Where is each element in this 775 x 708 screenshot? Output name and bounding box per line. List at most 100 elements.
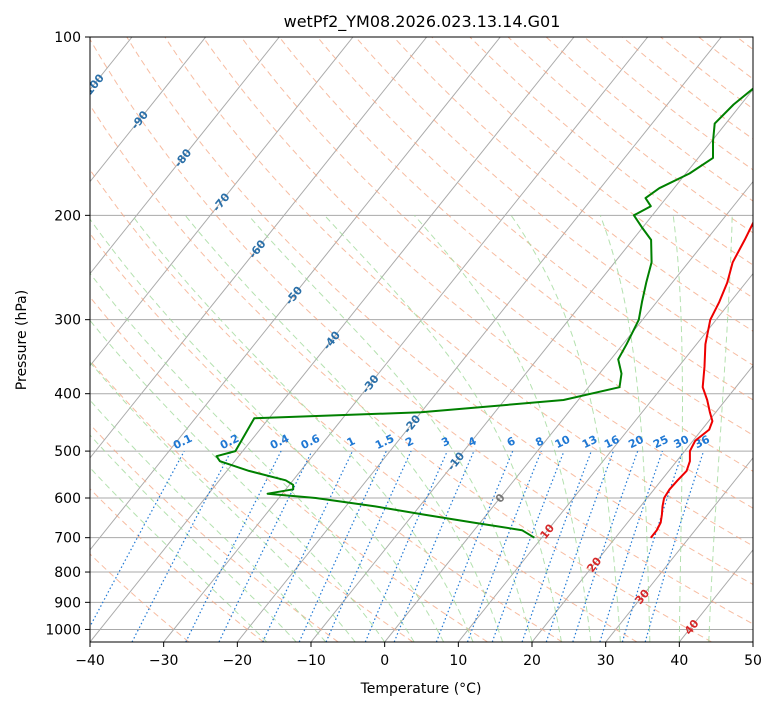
mixing-ratio-line <box>364 450 448 642</box>
mixing-ratio-label: 1.5 <box>373 432 396 452</box>
x-tick-label: −40 <box>75 653 105 669</box>
isotherm-line <box>752 641 753 642</box>
moist-adiabat-line <box>672 215 683 642</box>
temperature-profile-line <box>650 220 753 539</box>
isotherm-line <box>90 37 428 459</box>
mixing-ratio-labels: 0.1 0.2 0.4 0.6 1 1.5 2 3 4 6 8 10 13 16 20 25 30 36 <box>171 432 712 452</box>
mixing-ratio-line <box>545 450 614 642</box>
mixing-ratio-line <box>435 450 514 642</box>
moist-adiabat-line <box>510 215 621 642</box>
x-tick-label: 10 <box>449 653 467 669</box>
x-tick-label: 40 <box>670 653 688 669</box>
moist-adiabat-line <box>413 214 592 642</box>
mixing-ratio-line <box>621 450 684 642</box>
mixing-ratio-label: 1 <box>345 434 358 449</box>
dry-adiabat-line <box>507 37 753 234</box>
mixing-ratio-label: 16 <box>602 433 622 452</box>
mixing-ratio-label: 3 <box>439 434 452 449</box>
isotherm-line <box>163 37 649 642</box>
moist-adiabat-line <box>599 215 651 642</box>
isotherm-line <box>605 457 753 642</box>
isotherm-line <box>236 37 722 642</box>
moist-adiabat-line <box>324 214 562 642</box>
profiles <box>215 87 753 539</box>
mixing-ratio-line <box>325 450 412 642</box>
x-tick-label: 50 <box>744 653 762 669</box>
dry-adiabat-line <box>202 37 753 509</box>
mixing-ratio-label: 2 <box>403 434 416 449</box>
dry-adiabat-line <box>317 37 753 401</box>
mixing-ratio-line <box>644 450 705 642</box>
isotherm-label: -30 <box>359 372 382 396</box>
y-tick-label: 600 <box>54 491 81 507</box>
y-tick-label: 700 <box>54 531 81 547</box>
moist-adiabat-line <box>90 361 356 642</box>
x-tick-label: 30 <box>597 653 615 669</box>
y-axis-label: Pressure (hPa) <box>14 290 30 390</box>
mixing-ratio-line <box>521 450 592 642</box>
y-tick-label: 500 <box>54 444 81 460</box>
mixing-ratio-line <box>491 450 565 642</box>
dry-adiabat-line <box>393 37 753 332</box>
isotherm-line <box>531 364 753 642</box>
mixing-ratio-label: 0.1 <box>171 432 194 452</box>
isotherm-label: -90 <box>128 108 151 132</box>
dry-adiabat-line <box>469 37 753 266</box>
moist-adiabat-line <box>90 319 386 642</box>
mixing-ratio-label: 0.4 <box>268 432 292 452</box>
isotherm-line <box>678 549 753 642</box>
mixing-ratio-line <box>466 450 542 642</box>
mixing-ratio-line <box>393 450 475 642</box>
dry-adiabat-line <box>545 37 753 202</box>
mixing-ratio-label: 10 <box>553 433 573 452</box>
moist-adiabat-line <box>90 399 327 642</box>
mixing-ratio-line <box>298 450 387 642</box>
x-axis-label: Temperature (°C) <box>360 681 482 697</box>
x-tick-label: −10 <box>296 653 326 669</box>
isotherm-line <box>90 37 280 275</box>
isotherm-label: -10 <box>445 449 468 473</box>
y-tick-label: 1000 <box>45 622 81 638</box>
mixing-ratio-line <box>185 450 282 642</box>
mixing-ratio-label: 0.6 <box>299 432 323 452</box>
isotherm-line <box>384 180 753 642</box>
dry-adiabat-line <box>90 296 488 642</box>
dry-adiabat-line <box>126 37 753 586</box>
mixing-ratio-line <box>572 450 639 642</box>
dry-adiabat-line <box>90 38 753 625</box>
dry-adiabat-line <box>240 37 753 472</box>
mixing-ratio-label: 6 <box>505 434 518 449</box>
plot-frame <box>89 36 754 643</box>
dry-adiabat-line <box>90 232 563 642</box>
moist-adiabat-line <box>131 215 474 642</box>
mixing-ratio-label: 20 <box>626 433 646 452</box>
isotherm-label: 30 <box>632 587 652 607</box>
y-tick-label: 800 <box>54 565 81 581</box>
background-lines <box>90 37 753 642</box>
dry-adiabat-line <box>164 37 753 547</box>
x-tick-label: 20 <box>523 653 541 669</box>
y-tick-label: 900 <box>54 595 81 611</box>
isotherm-label: 40 <box>682 617 702 637</box>
mixing-ratio-line <box>90 450 185 628</box>
dry-adiabat-line <box>355 37 753 366</box>
dry-adiabat-line <box>431 37 753 299</box>
isotherm-label: -60 <box>246 237 269 261</box>
dry-adiabat-line <box>278 37 753 436</box>
isotherm-line <box>457 272 753 642</box>
isotherm-label: -40 <box>320 329 343 353</box>
mixing-ratio-line <box>599 450 663 642</box>
x-axis: −40 −30 −20 −10 0 10 20 30 40 50 <box>75 642 762 669</box>
moist-adiabat-line <box>90 434 297 642</box>
moist-adiabat-line <box>90 272 415 642</box>
y-tick-label: 400 <box>54 387 81 403</box>
y-tick-label: 300 <box>54 313 81 329</box>
moist-adiabat-line <box>90 218 445 642</box>
moist-adiabat-line <box>90 467 268 642</box>
isotherm-line <box>90 37 501 551</box>
y-tick-label: 200 <box>54 208 81 224</box>
isotherm-line <box>90 37 354 367</box>
moist-adiabat-line <box>248 214 533 642</box>
dry-adiabat-line <box>736 37 753 50</box>
y-tick-label: 100 <box>54 30 81 46</box>
